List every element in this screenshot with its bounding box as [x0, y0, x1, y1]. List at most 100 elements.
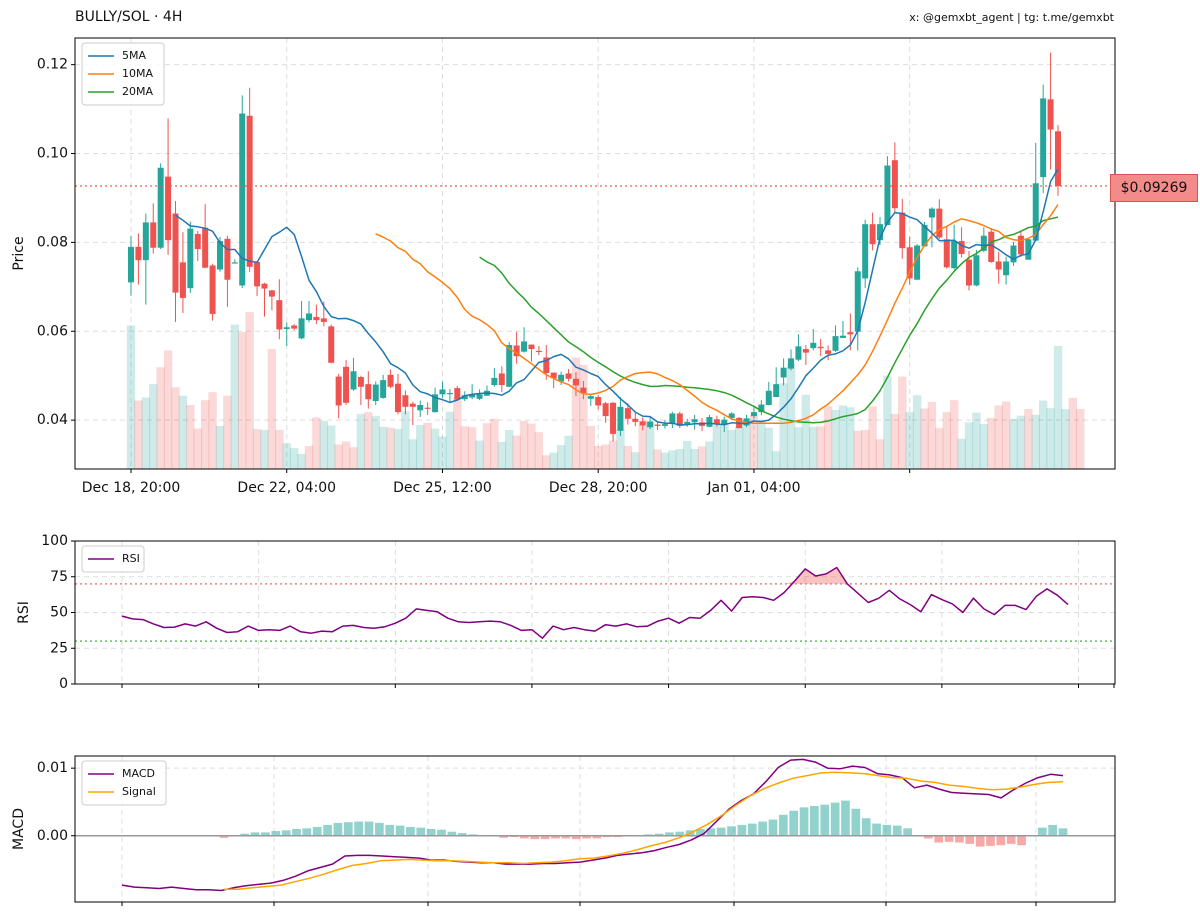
- volume-bar: [801, 394, 811, 469]
- volume-bar: [608, 440, 618, 469]
- volume-bar: [200, 400, 210, 469]
- candle-body: [521, 341, 528, 352]
- volume-bar: [223, 395, 232, 469]
- candle-body: [216, 241, 223, 270]
- volume-bar: [1038, 400, 1048, 469]
- rsi-overbought-fill: [784, 567, 848, 584]
- volume-bar: [1061, 409, 1070, 469]
- candle-body: [179, 262, 186, 298]
- volume-bar: [386, 427, 395, 469]
- candle-body: [825, 350, 832, 354]
- macd-histogram-bar: [923, 835, 933, 839]
- price-ylabel: Price: [11, 236, 27, 270]
- volume-bar: [690, 449, 699, 469]
- macd-histogram-bar: [820, 804, 830, 836]
- macd-histogram-bar: [934, 835, 944, 843]
- volume-bar: [638, 420, 647, 469]
- candle-body: [743, 418, 750, 426]
- volume-bar: [356, 413, 366, 469]
- macd-histogram-bar: [571, 835, 581, 840]
- volume-bar: [957, 438, 966, 469]
- macd-ylabel: MACD: [11, 808, 27, 850]
- volume-bar: [1016, 415, 1026, 469]
- candle-body: [202, 227, 209, 268]
- candle-body: [558, 374, 565, 382]
- candle-body: [877, 224, 884, 241]
- macd-histogram-bar: [810, 806, 819, 836]
- candle-body: [350, 371, 357, 390]
- legend-box: [81, 760, 167, 806]
- candle-body: [550, 372, 557, 379]
- volume-bar: [816, 426, 825, 469]
- rsi-ytick-label: 0: [59, 676, 68, 692]
- volume-bar: [942, 412, 951, 469]
- candle-body: [891, 160, 898, 209]
- volume-bar: [542, 455, 551, 469]
- volume-bar: [230, 324, 240, 469]
- macd-histogram-bar: [789, 810, 799, 836]
- volume-bar: [668, 450, 677, 469]
- candle-body: [417, 405, 424, 411]
- volume-bar: [1024, 409, 1033, 469]
- macd-histogram-bar: [1017, 835, 1026, 846]
- candle-body: [884, 165, 891, 226]
- candle-body: [528, 344, 535, 350]
- volume-bar: [927, 401, 937, 469]
- volume-bar: [467, 427, 477, 469]
- volume-bar: [831, 409, 840, 469]
- macd-histogram-bar: [447, 831, 457, 836]
- volume-bar: [186, 405, 195, 469]
- volume-bar: [601, 444, 610, 469]
- volume-bar: [727, 429, 736, 469]
- volume-bar: [378, 426, 388, 469]
- macd-histogram-bar: [312, 826, 322, 836]
- candle-body: [862, 224, 869, 279]
- price-ytick-label: 0.06: [37, 323, 68, 339]
- candle-body: [602, 403, 609, 417]
- volume-bar: [267, 349, 277, 469]
- macd-histogram-bar: [592, 835, 602, 839]
- volume-bar: [823, 405, 833, 469]
- candle-body: [721, 419, 728, 425]
- candle-body: [172, 213, 179, 293]
- macd-histogram-bar: [1006, 835, 1016, 844]
- volume-bar: [371, 416, 380, 469]
- volume-bar: [838, 405, 848, 469]
- candle-body: [469, 393, 476, 398]
- volume-bar: [156, 367, 165, 469]
- candle-body: [647, 421, 654, 428]
- volume-bar: [683, 441, 692, 469]
- candle-body: [832, 336, 839, 351]
- macd-histogram-bar: [1048, 824, 1057, 836]
- volume-bar: [171, 387, 180, 469]
- candle-body: [610, 402, 617, 434]
- macd-histogram-bar: [892, 825, 902, 836]
- volume-bar: [505, 429, 514, 469]
- macd-histogram-bar: [437, 829, 446, 836]
- candle-body: [817, 346, 824, 349]
- candle-body: [439, 389, 446, 395]
- macd-histogram-bar: [716, 827, 726, 836]
- macd-histogram-bar: [747, 823, 757, 836]
- volume-bar: [460, 426, 469, 469]
- volume-bar: [149, 384, 158, 469]
- volume-bar: [193, 428, 202, 469]
- candle-body: [899, 212, 906, 249]
- macd-histogram-bar: [261, 832, 270, 836]
- macd-histogram-bar: [426, 829, 436, 836]
- macd-histogram-bar: [499, 835, 509, 838]
- volume-bar: [898, 376, 907, 469]
- volume-bar: [312, 417, 321, 469]
- candle-body: [654, 424, 661, 426]
- volume-bar: [438, 436, 447, 469]
- rsi-panel: 0 25 50 75 100 RSI RSI: [16, 533, 1116, 692]
- volume-bar: [252, 429, 262, 469]
- volume-bar: [964, 422, 974, 469]
- candle-body: [669, 413, 676, 425]
- volume-bar: [786, 363, 796, 469]
- candle-body: [1003, 261, 1010, 276]
- macd-histogram-bar: [665, 832, 674, 836]
- volume-bar: [490, 418, 499, 469]
- macd-histogram-bar: [799, 807, 809, 836]
- macd-histogram-bar: [1037, 827, 1047, 836]
